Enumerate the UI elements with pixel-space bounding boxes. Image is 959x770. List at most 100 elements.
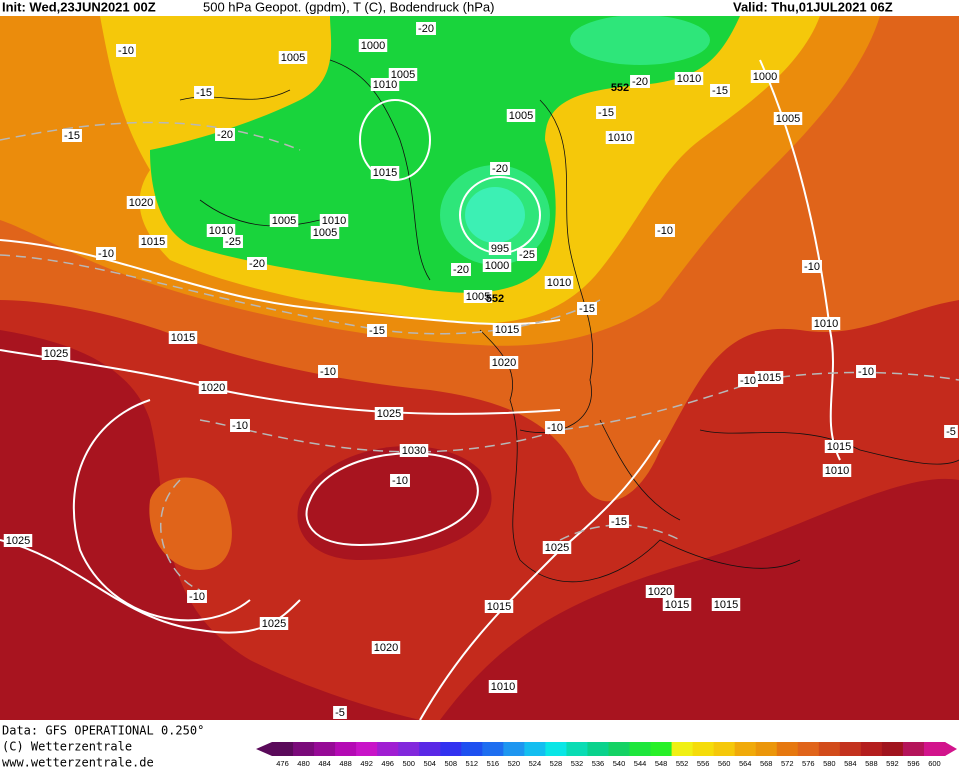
- pressure-label-box: [750, 70, 780, 83]
- pressure-label-box: [492, 323, 522, 336]
- temperature-label-group: -10: [230, 419, 250, 432]
- pressure-label: 1025: [262, 618, 286, 630]
- temperature-label: -20: [453, 264, 469, 276]
- pressure-label: 1000: [361, 40, 385, 52]
- temperature-label: -10: [858, 366, 874, 378]
- temperature-label-box: [545, 421, 565, 434]
- temperature-label-group: -20: [630, 75, 650, 88]
- colorbar-label: 532: [571, 759, 584, 768]
- colorbar-swatch: [923, 742, 946, 756]
- colorbar-label: 500: [402, 759, 415, 768]
- temperature-label: -5: [946, 426, 956, 438]
- temperature-label-box: [230, 419, 250, 432]
- pressure-label-group: 1025: [542, 541, 572, 554]
- temperature-label-group: -20: [490, 162, 510, 175]
- colorbar-swatch: [650, 742, 673, 756]
- colorbar-label: 592: [886, 759, 899, 768]
- pressure-label-box: [645, 585, 675, 598]
- pressure-label-group: 995: [488, 242, 512, 255]
- pressure-label-box: [198, 381, 228, 394]
- temperature-label-box: [367, 324, 387, 337]
- fill-cyan: [465, 187, 525, 243]
- temperature-label-group: -20: [215, 128, 235, 141]
- pressure-label-group: 1020: [371, 641, 401, 654]
- colorbar-swatch: [839, 742, 862, 756]
- temperature-label: -15: [712, 85, 728, 97]
- valid-time: Valid: Thu,01JUL2021 06Z: [733, 0, 893, 14]
- temperature-label: -20: [492, 163, 508, 175]
- pressure-label-box: [754, 371, 784, 384]
- pressure-label: 1005: [776, 113, 800, 125]
- pressure-label: 1025: [44, 348, 68, 360]
- pressure-label-group: 1000: [750, 70, 780, 83]
- pressure-label: 1020: [648, 586, 672, 598]
- isobars: [0, 59, 959, 721]
- pressure-label: 1020: [129, 197, 153, 209]
- fill-dark-red: [297, 446, 492, 560]
- coastline: [479, 329, 801, 583]
- pressure-label-box: [488, 680, 518, 693]
- colorbar-label: 564: [739, 759, 752, 768]
- temperature-label: -10: [392, 475, 408, 487]
- pressure-label-box: [310, 226, 340, 239]
- pressure-label: 1010: [491, 681, 515, 693]
- pressure-label: 1020: [374, 642, 398, 654]
- temperature-label-box: [187, 590, 207, 603]
- colorbar-swatch: [482, 742, 504, 756]
- pressure-label: 1015: [714, 599, 738, 611]
- temperature-label: -10: [547, 422, 563, 434]
- pressure-label: 1010: [209, 225, 233, 237]
- colorbar-swatch: [734, 742, 757, 756]
- pressure-label-group: 1010: [811, 317, 841, 330]
- temperature-label: -15: [196, 87, 212, 99]
- pressure-label-box: [126, 196, 156, 209]
- colorbar-swatch: [335, 742, 357, 756]
- pressure-label-group: 1010: [319, 214, 349, 227]
- isobar: [359, 99, 431, 181]
- isobar: [0, 349, 561, 415]
- temperature-label-group: -15: [577, 302, 597, 315]
- colorbar-label: 568: [760, 759, 773, 768]
- isobar: [759, 59, 841, 461]
- pressure-label: 1000: [485, 260, 509, 272]
- pressure-label: 1010: [608, 132, 632, 144]
- colorbar-label: 560: [718, 759, 731, 768]
- temperature-label-group: -25: [223, 235, 243, 248]
- pressure-label: 1020: [201, 382, 225, 394]
- temperature-label: -10: [804, 261, 820, 273]
- colorbar-swatch: [419, 742, 441, 756]
- colorbar-swatch: [692, 742, 715, 756]
- pressure-label-group: 1020: [198, 381, 228, 394]
- temperature-label-box: [96, 247, 116, 260]
- colorbar-label: 512: [466, 759, 479, 768]
- pressure-label-box: [773, 112, 803, 125]
- pressure-label: 1005: [313, 227, 337, 239]
- temperature-label: -20: [217, 129, 233, 141]
- temperature-label: -10: [118, 45, 134, 57]
- pressure-label-box: [371, 641, 401, 654]
- pressure-label-group: 1010: [822, 464, 852, 477]
- colorbar-label: 548: [655, 759, 668, 768]
- colorbar-swatch: [713, 742, 736, 756]
- pressure-label-group: 1010: [488, 680, 518, 693]
- pressure-label-box: [482, 259, 512, 272]
- pressure-label-group: 1030: [399, 444, 429, 457]
- colorbar-label: 528: [550, 759, 563, 768]
- coastline: [329, 59, 431, 281]
- temperature-label: -25: [225, 236, 241, 248]
- map-fill: [0, 15, 959, 720]
- temperature-label-group: -10: [802, 260, 822, 273]
- temperature-label-group: -20: [416, 22, 436, 35]
- colorbar-label: 580: [823, 759, 836, 768]
- pressure-label-box: [370, 166, 400, 179]
- colorbar-swatch: [608, 742, 631, 756]
- pressure-label: 1015: [757, 372, 781, 384]
- coastline: [179, 89, 321, 227]
- temperature-label-group: -15: [609, 515, 629, 528]
- pressure-label: 1010: [814, 318, 838, 330]
- temperature-label-box: [194, 86, 214, 99]
- pressure-label-group: 1010: [206, 224, 236, 237]
- pressure-label: 1010: [322, 215, 346, 227]
